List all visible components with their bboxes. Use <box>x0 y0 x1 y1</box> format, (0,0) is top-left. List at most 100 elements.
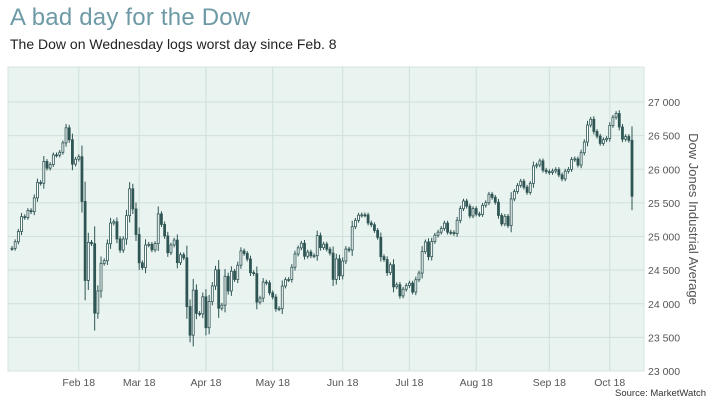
candle <box>433 232 437 244</box>
candle-body <box>258 297 262 303</box>
candle-body <box>369 222 373 226</box>
candle <box>284 277 287 289</box>
candle <box>328 246 332 256</box>
candle <box>147 241 151 248</box>
candle-body <box>598 135 602 144</box>
x-tick-label: Aug 18 <box>460 377 493 389</box>
y-tick-label: 24 500 <box>648 265 680 277</box>
candle <box>538 158 542 168</box>
candle-body <box>226 275 230 292</box>
plot-area <box>7 66 645 372</box>
candle-body <box>112 221 116 224</box>
candle <box>42 156 46 189</box>
candle-body <box>586 124 589 143</box>
candle <box>570 157 573 172</box>
candle-body <box>229 270 233 292</box>
candle-body <box>207 301 211 329</box>
x-tick-label: Feb 18 <box>62 377 95 389</box>
candle-body <box>557 169 561 176</box>
candle-body <box>331 252 335 280</box>
candle-body <box>551 170 554 173</box>
candle <box>439 226 443 235</box>
candle-body <box>284 279 287 287</box>
x-tick-label: Oct 18 <box>594 377 625 389</box>
candle-body <box>185 257 189 307</box>
candle-body <box>605 138 608 141</box>
candle <box>373 222 376 233</box>
candle <box>315 230 319 261</box>
candle <box>420 246 424 279</box>
candle <box>547 169 551 175</box>
candle-body <box>388 264 392 274</box>
candle <box>627 134 631 143</box>
candle <box>77 154 81 162</box>
candle <box>319 232 322 251</box>
candle <box>271 290 275 300</box>
candle-body <box>77 156 81 160</box>
candle <box>385 256 389 276</box>
candle-body <box>172 239 176 246</box>
candle <box>446 220 449 235</box>
candle-body <box>271 292 275 298</box>
chart-title: A bad day for the Dow <box>10 4 251 31</box>
candle-body <box>516 185 519 192</box>
candle <box>624 134 628 142</box>
candle <box>121 236 125 253</box>
candle-body <box>163 224 167 237</box>
candle <box>503 213 507 227</box>
candle-body <box>582 141 586 154</box>
candle-body <box>433 234 437 242</box>
candle <box>264 279 268 286</box>
candle-body <box>481 204 484 215</box>
y-tick-label: 23 500 <box>648 332 680 344</box>
candle <box>350 220 354 256</box>
candle-body <box>439 228 443 233</box>
candle-body <box>408 282 411 286</box>
candle <box>589 116 593 128</box>
candle-body <box>592 118 596 132</box>
candle <box>411 280 415 295</box>
candle <box>443 220 446 231</box>
candle-body <box>474 208 478 215</box>
candle-body <box>220 304 224 309</box>
y-tick-label: 25 500 <box>648 198 680 210</box>
candle <box>223 269 227 313</box>
candle <box>449 229 453 235</box>
candle <box>601 137 605 146</box>
candle-body <box>242 250 246 254</box>
y-tick-label: 23 000 <box>648 366 680 378</box>
candle <box>29 208 33 215</box>
candle-body <box>471 208 475 217</box>
candle-body <box>58 151 62 156</box>
candle <box>90 239 93 247</box>
candle-body <box>436 231 440 236</box>
y-tick-label: 24 000 <box>648 299 680 311</box>
candle <box>204 289 208 336</box>
candle-body <box>452 232 456 234</box>
x-tick-label: Mar 18 <box>123 377 156 389</box>
candle-body <box>347 248 351 251</box>
candle <box>544 167 548 175</box>
candle-body <box>334 258 338 280</box>
candle-body <box>201 296 205 315</box>
candle-body <box>45 161 49 169</box>
candle <box>595 129 599 139</box>
candle <box>105 239 109 265</box>
candle-body <box>93 243 97 314</box>
candle-body <box>535 164 539 167</box>
candle-body <box>382 256 386 260</box>
candle-body <box>398 284 402 297</box>
candle <box>519 178 523 188</box>
candle-body <box>121 238 125 251</box>
candle <box>382 254 386 262</box>
candle-body <box>446 222 449 233</box>
candle <box>369 220 373 228</box>
candle <box>579 149 583 169</box>
candle-body <box>417 272 421 281</box>
candle-body <box>255 273 259 303</box>
candle <box>274 294 278 312</box>
candle <box>10 245 14 251</box>
candle <box>293 250 297 271</box>
candle-body <box>532 165 535 184</box>
